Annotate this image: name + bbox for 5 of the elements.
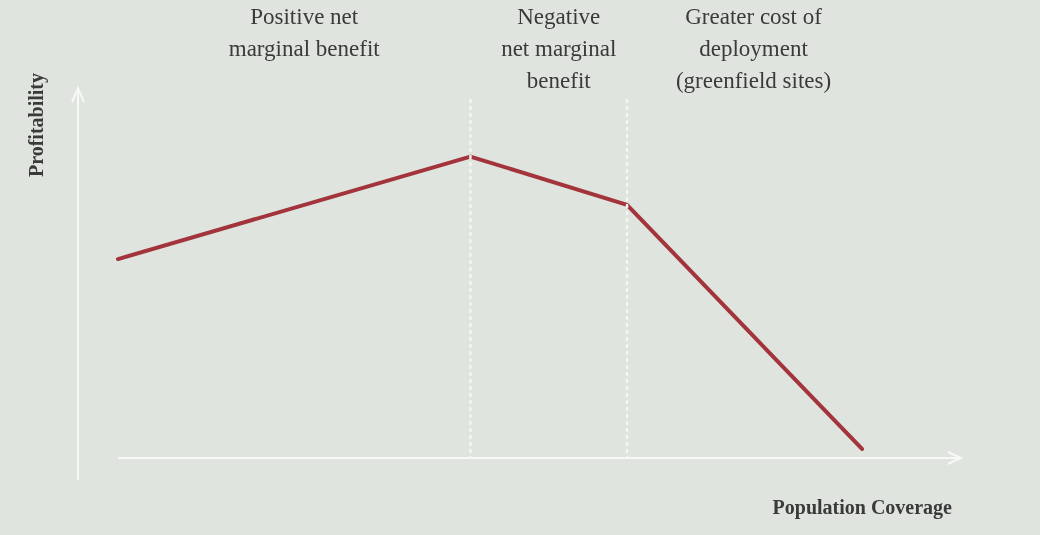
- text: Positive net marginal benefit: [228, 3, 381, 61]
- x-axis-title: Population Coverage: [772, 496, 953, 520]
- text: Negative net marginal benefit: [501, 3, 617, 93]
- text: Greater cost of deployment (greenfield sites): [675, 3, 832, 93]
- y-axis-title: Profitability: [25, 72, 49, 178]
